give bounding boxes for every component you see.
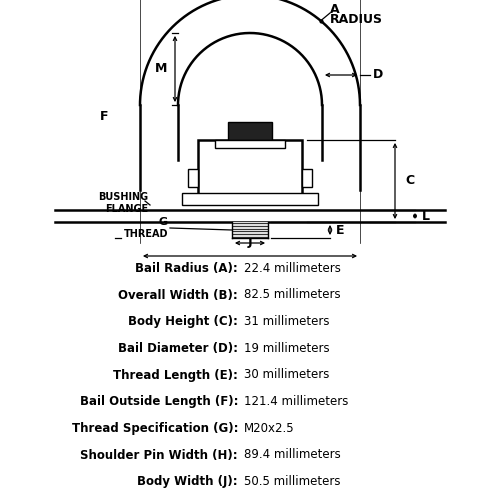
- Text: 82.5 millimeters: 82.5 millimeters: [244, 288, 340, 302]
- Bar: [302, 169, 312, 187]
- Text: Body Height (C):: Body Height (C):: [128, 315, 238, 328]
- Text: A: A: [330, 3, 340, 16]
- Text: Bail Outside Length (F):: Bail Outside Length (F):: [80, 395, 238, 408]
- Text: J: J: [248, 235, 252, 248]
- Text: THREAD: THREAD: [124, 229, 168, 239]
- Text: RADIUS: RADIUS: [330, 13, 383, 26]
- Text: C: C: [405, 174, 414, 188]
- Text: 22.4 millimeters: 22.4 millimeters: [244, 262, 341, 275]
- Text: Thread Specification (G):: Thread Specification (G):: [72, 422, 238, 435]
- Text: Overall Width (B):: Overall Width (B):: [118, 288, 238, 302]
- Text: M20x2.5: M20x2.5: [244, 422, 294, 435]
- Bar: [228, 122, 272, 140]
- Text: 50.5 millimeters: 50.5 millimeters: [244, 475, 340, 488]
- Text: E: E: [336, 224, 344, 236]
- Text: Shoulder Pin Width (H):: Shoulder Pin Width (H):: [80, 448, 238, 462]
- Text: Body Width (J):: Body Width (J):: [138, 475, 238, 488]
- Text: 31 millimeters: 31 millimeters: [244, 315, 330, 328]
- Text: L: L: [422, 210, 430, 222]
- Bar: [198, 140, 302, 195]
- Bar: [215, 140, 285, 148]
- Text: K: K: [245, 222, 255, 235]
- Bar: [188, 169, 198, 187]
- Text: 89.4 millimeters: 89.4 millimeters: [244, 448, 341, 462]
- Text: 30 millimeters: 30 millimeters: [244, 368, 330, 382]
- Text: Thread Length (E):: Thread Length (E):: [113, 368, 238, 382]
- Bar: [232, 222, 268, 238]
- Text: 19 millimeters: 19 millimeters: [244, 342, 330, 355]
- Text: 121.4 millimeters: 121.4 millimeters: [244, 395, 348, 408]
- Text: G: G: [159, 217, 168, 227]
- Text: FLANGE: FLANGE: [105, 204, 148, 214]
- Text: BUSHING: BUSHING: [98, 192, 148, 202]
- Text: F: F: [100, 110, 108, 123]
- Text: Bail Radius (A):: Bail Radius (A):: [135, 262, 238, 275]
- Bar: [182, 193, 318, 205]
- Text: D: D: [373, 68, 384, 82]
- Text: M: M: [154, 62, 167, 76]
- Text: Bail Diameter (D):: Bail Diameter (D):: [118, 342, 238, 355]
